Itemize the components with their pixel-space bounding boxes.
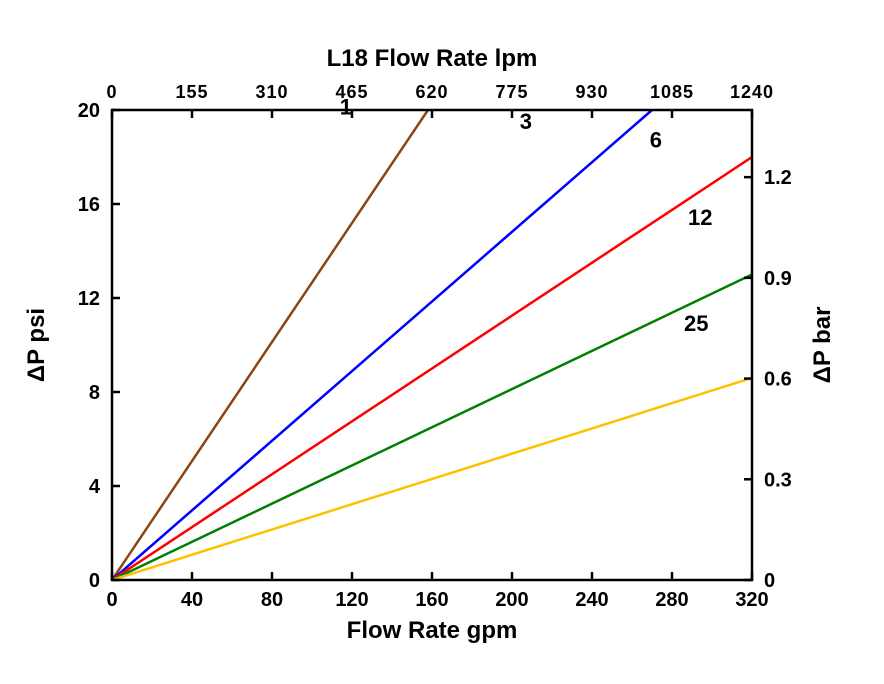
y-right-tick-label: 0.9 xyxy=(764,268,792,290)
axis-title-left: ΔP psi xyxy=(23,308,50,382)
x-bottom-tick-label: 320 xyxy=(735,589,768,611)
x-bottom-tick-label: 160 xyxy=(415,589,448,611)
y-left-tick-label: 4 xyxy=(89,476,101,498)
x-top-tick-label: 310 xyxy=(255,82,288,102)
x-bottom-tick-label: 280 xyxy=(655,589,688,611)
x-top-tick-label: 775 xyxy=(495,82,528,102)
series-label-6: 6 xyxy=(650,128,662,153)
series-label-25: 25 xyxy=(684,311,708,336)
y-right-tick-label: 0.6 xyxy=(764,369,792,391)
y-right-tick-label: 0 xyxy=(764,570,775,592)
x-top-tick-label: 155 xyxy=(175,82,208,102)
x-bottom-tick-label: 40 xyxy=(181,589,203,611)
x-top-tick-label: 1240 xyxy=(730,82,774,102)
x-bottom-tick-label: 0 xyxy=(106,589,117,611)
x-bottom-tick-label: 80 xyxy=(261,589,283,611)
y-left-tick-label: 12 xyxy=(78,288,100,310)
series-label-12: 12 xyxy=(688,205,712,230)
axis-title-bottom: Flow Rate gpm xyxy=(347,617,518,644)
y-right-tick-label: 0.3 xyxy=(764,469,792,491)
series-label-3: 3 xyxy=(520,109,532,134)
y-left-tick-label: 20 xyxy=(78,100,100,122)
series-label-1: 1 xyxy=(340,95,352,120)
x-top-tick-label: 0 xyxy=(106,82,117,102)
x-bottom-tick-label: 200 xyxy=(495,589,528,611)
y-left-tick-label: 16 xyxy=(78,194,100,216)
x-bottom-tick-label: 120 xyxy=(335,589,368,611)
x-top-tick-label: 930 xyxy=(575,82,608,102)
chart-container: 0408012016020024028032001553104656207759… xyxy=(0,0,884,684)
chart-svg: 0408012016020024028032001553104656207759… xyxy=(0,0,884,684)
axis-title-top: L18 Flow Rate lpm xyxy=(327,45,538,72)
x-top-tick-label: 620 xyxy=(415,82,448,102)
x-bottom-tick-label: 240 xyxy=(575,589,608,611)
x-top-tick-label: 1085 xyxy=(650,82,694,102)
axis-title-right: ΔP bar xyxy=(809,307,836,384)
y-left-tick-label: 0 xyxy=(89,570,100,592)
y-left-tick-label: 8 xyxy=(89,382,100,404)
y-right-tick-label: 1.2 xyxy=(764,167,792,189)
